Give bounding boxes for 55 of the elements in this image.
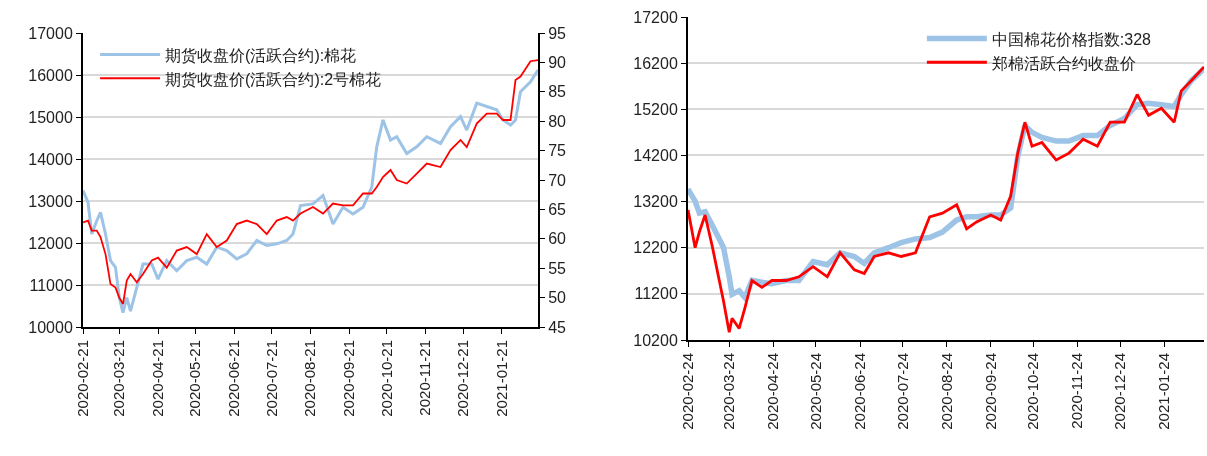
y-tick-label: 13000 bbox=[28, 192, 73, 210]
y2-tick-label: 95 bbox=[548, 24, 567, 42]
legend-label: 期货收盘价(活跃合约):2号棉花 bbox=[165, 70, 382, 88]
y-tick-label: 10200 bbox=[633, 331, 678, 349]
x-tick-label: 2020-09-24 bbox=[981, 353, 999, 430]
x-tick-label: 2020-10-21 bbox=[377, 340, 395, 417]
y2-tick-label: 90 bbox=[548, 54, 567, 71]
legend-label: 中国棉花价格指数:328 bbox=[991, 30, 1152, 48]
x-tick-label: 2020-11-21 bbox=[416, 340, 434, 416]
y-tick-label: 15000 bbox=[28, 108, 73, 126]
x-tick-label: 2020-10-24 bbox=[1024, 353, 1042, 430]
y2-tick-label: 50 bbox=[548, 289, 567, 307]
y2-tick-label: 80 bbox=[548, 112, 567, 130]
y2-tick-label: 55 bbox=[548, 259, 567, 277]
y-tick-label: 12200 bbox=[633, 239, 678, 257]
x-tick-label: 2021-01-24 bbox=[1155, 353, 1173, 430]
x-tick-label: 2020-06-21 bbox=[225, 340, 243, 417]
y-tick-label: 16000 bbox=[28, 66, 73, 84]
y2-tick-label: 45 bbox=[548, 318, 567, 336]
y2-tick-label: 85 bbox=[548, 83, 567, 101]
y2-tick-label: 60 bbox=[548, 230, 567, 248]
y-tick-label: 17000 bbox=[28, 24, 73, 42]
y-tick-label: 16200 bbox=[633, 54, 678, 72]
x-tick-label: 2020-12-24 bbox=[1111, 353, 1129, 430]
y-tick-label: 14000 bbox=[28, 150, 73, 168]
y-tick-label: 15200 bbox=[633, 100, 678, 118]
legend-label: 期货收盘价(活跃合约):棉花 bbox=[165, 46, 357, 64]
x-tick-label: 2020-03-24 bbox=[720, 353, 738, 430]
y-tick-label: 13200 bbox=[633, 193, 678, 211]
x-tick-label: 2020-04-24 bbox=[764, 353, 782, 430]
x-tick-label: 2020-02-24 bbox=[678, 353, 696, 430]
x-tick-label: 2020-09-21 bbox=[340, 340, 358, 417]
x-tick-label: 2020-08-24 bbox=[937, 353, 955, 430]
y-tick-label: 14200 bbox=[633, 147, 678, 165]
y2-tick-label: 70 bbox=[548, 171, 567, 189]
y2-tick-label: 65 bbox=[548, 201, 567, 218]
x-tick-label: 2020-07-24 bbox=[893, 353, 911, 430]
y-tick-label: 17200 bbox=[633, 8, 678, 26]
y2-tick-label: 75 bbox=[548, 142, 567, 160]
x-tick-label: 2020-05-24 bbox=[806, 353, 824, 430]
y-tick-label: 11200 bbox=[634, 285, 678, 303]
x-tick-label: 2020-11-24 bbox=[1068, 353, 1086, 429]
y-tick-label: 10000 bbox=[28, 318, 73, 336]
x-tick-label: 2020-08-21 bbox=[301, 340, 319, 417]
x-tick-label: 2020-03-21 bbox=[110, 340, 128, 417]
y-tick-label: 12000 bbox=[28, 234, 73, 252]
legend-label: 郑棉活跃合约收盘价 bbox=[991, 54, 1136, 72]
x-tick-label: 2020-04-21 bbox=[148, 340, 166, 417]
x-tick-label: 2020-12-21 bbox=[453, 340, 471, 417]
x-tick-label: 2020-06-24 bbox=[850, 353, 868, 430]
x-tick-label: 2020-07-21 bbox=[262, 340, 280, 417]
x-tick-label: 2020-02-21 bbox=[73, 340, 91, 417]
y-tick-label: 11000 bbox=[29, 276, 73, 294]
x-tick-label: 2020-05-21 bbox=[186, 340, 204, 417]
x-tick-label: 2021-01-21 bbox=[492, 340, 510, 417]
